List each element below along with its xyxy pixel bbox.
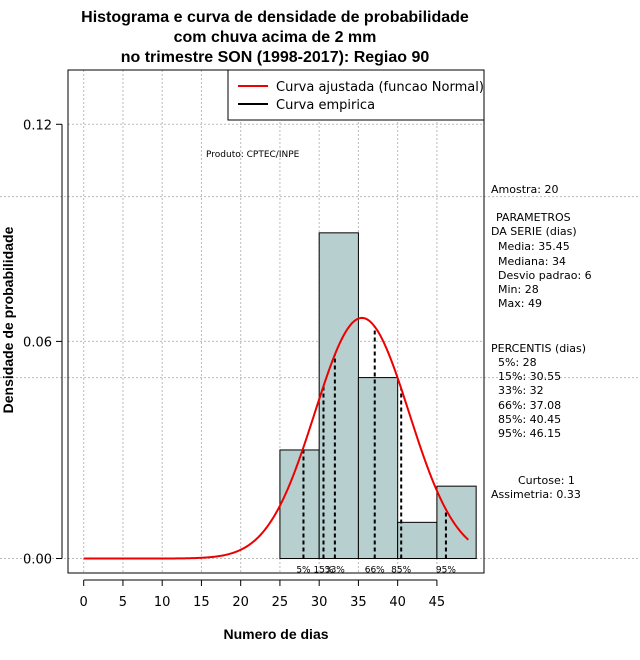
x-tick-label: 45 [429, 595, 446, 610]
histogram-bar [436, 485, 477, 560]
histogram-bar [357, 377, 399, 560]
x-tick-label: 35 [350, 595, 367, 610]
stat-skewness: Assimetria: 0.33 [491, 488, 581, 501]
sample-size: Amostra: 20 [491, 183, 558, 196]
x-tick-label: 5 [119, 595, 127, 610]
percentile-label: 85% [391, 566, 411, 576]
y-tick-label: 0.00 [23, 553, 52, 568]
chart-title-line-3: no trimestre SON (1998-2017): Regiao 90 [121, 49, 430, 66]
stat-sd: Desvio padrao: 6 [498, 269, 592, 282]
x-axis-label: Numero de dias [223, 626, 328, 642]
legend-label-fitted: Curva ajustada (funcao Normal) [276, 80, 484, 95]
percentile-5: 5%: 28 [498, 356, 537, 369]
plot-frame [67, 69, 485, 574]
fitted-curve [83, 316, 469, 560]
normal-curve-line [83, 316, 469, 560]
histogram-bars [279, 232, 477, 560]
percentile-labels: 5% 15%33% 66% 85% 95% [296, 566, 456, 576]
stat-mean: Media: 35.45 [498, 240, 570, 253]
x-tick-label: 25 [272, 595, 289, 610]
stat-max: Max: 49 [498, 297, 542, 310]
stat-kurtosis: Curtose: 1 [518, 474, 575, 487]
percentile-95: 95%: 46.15 [498, 427, 561, 440]
x-tick-label: 20 [232, 595, 249, 610]
x-axis: 0 5 10 15 20 25 30 35 40 45 [80, 579, 446, 610]
params-title-1: PARAMETROS [496, 211, 571, 224]
legend-box [227, 69, 485, 121]
y-axis-label: Densidade de probabilidade [0, 226, 16, 413]
chart-title-line-1: Histograma e curva de densidade de proba… [81, 9, 469, 26]
percentile-33: 33%: 32 [498, 384, 544, 397]
y-axis: 0.00 0.06 0.12 [23, 118, 63, 568]
x-tick-label: 0 [80, 595, 88, 610]
histogram-bar [397, 521, 438, 560]
histogram-bar [318, 232, 359, 560]
legend: Curva ajustada (funcao Normal) Curva emp… [227, 69, 485, 121]
percentile-85: 85%: 40.45 [498, 413, 561, 426]
x-tick-label: 10 [154, 595, 171, 610]
percentile-lines [302, 326, 447, 559]
percentile-label: 66% [365, 566, 385, 576]
percentile-label: 5% [296, 566, 311, 576]
percentile-66: 66%: 37.08 [498, 399, 561, 412]
params-title-2: DA SERIE (dias) [491, 225, 577, 238]
x-tick-label: 15 [193, 595, 210, 610]
percentile-label: 33% [325, 566, 345, 576]
stats-panel: Amostra: 20 PARAMETROS DA SERIE (dias) M… [491, 183, 592, 501]
legend-label-empirical: Curva empirica [276, 98, 375, 113]
stat-median: Mediana: 34 [498, 255, 566, 268]
stat-min: Min: 28 [498, 283, 539, 296]
product-note: Produto: CPTEC/INPE [206, 150, 300, 160]
y-tick-label: 0.06 [23, 335, 52, 350]
percentile-15: 15%: 30.55 [498, 370, 561, 383]
percentiles-title: PERCENTIS (dias) [491, 342, 586, 355]
x-tick-label: 30 [311, 595, 328, 610]
chart-title-line-2: com chuva acima de 2 mm [174, 29, 377, 46]
y-tick-label: 0.12 [23, 118, 52, 133]
histogram-bar [279, 449, 320, 560]
percentile-label: 95% [436, 566, 456, 576]
percentile-label: 15% [313, 566, 333, 576]
x-tick-label: 40 [389, 595, 406, 610]
